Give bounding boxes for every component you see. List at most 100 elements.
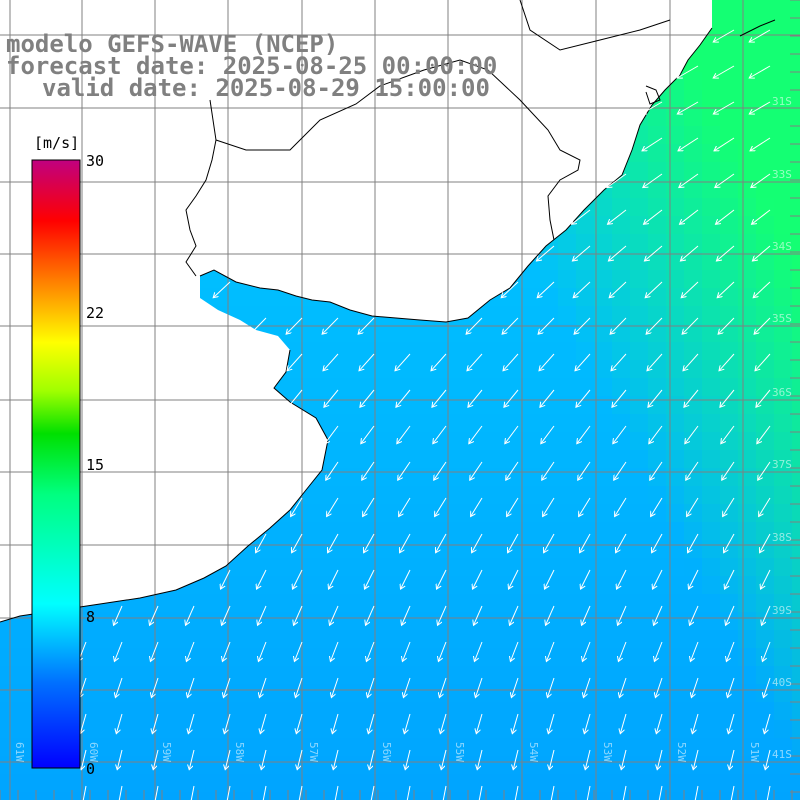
field-cell — [432, 396, 450, 414]
wind-arrow — [648, 389, 663, 407]
field-cell — [720, 378, 738, 396]
colorbar-tick-22: 22 — [86, 304, 104, 322]
field-cell — [792, 468, 800, 486]
wind-arrow — [365, 569, 375, 589]
field-cell — [792, 0, 800, 18]
field-cell — [576, 666, 594, 684]
wind-arrow — [654, 605, 663, 625]
lon-label: 56W — [380, 742, 393, 762]
field-cell — [288, 702, 306, 720]
field-cell — [738, 774, 756, 792]
field-cell — [504, 522, 522, 540]
field-cell — [576, 252, 594, 270]
wind-arrow — [607, 173, 627, 188]
field-cell — [720, 414, 738, 432]
field-cell — [270, 648, 288, 666]
wind-arrow — [331, 677, 339, 698]
field-cell — [486, 378, 504, 396]
field-cell — [594, 522, 612, 540]
field-cell — [342, 414, 360, 432]
field-cell — [540, 450, 558, 468]
field-cell — [342, 432, 360, 450]
field-cell — [738, 162, 756, 180]
field-cell — [396, 594, 414, 612]
field-cell — [270, 756, 288, 774]
field-cell — [630, 738, 648, 756]
field-cell — [36, 792, 54, 800]
field-cell — [414, 774, 432, 792]
field-cell — [558, 270, 576, 288]
field-cell — [648, 702, 666, 720]
field-cell — [414, 396, 432, 414]
field-cell — [504, 306, 522, 324]
wind-arrow — [683, 353, 699, 371]
field-cell — [576, 774, 594, 792]
field-cell — [324, 756, 342, 774]
field-cell — [486, 540, 504, 558]
field-cell — [720, 648, 738, 666]
field-cell — [666, 396, 684, 414]
wind-arrow — [539, 353, 555, 371]
field-cell — [306, 324, 324, 342]
field-cell — [288, 342, 306, 360]
field-cell — [126, 612, 144, 630]
wind-arrow — [431, 353, 447, 371]
field-cell — [486, 468, 504, 486]
field-cell — [540, 432, 558, 450]
field-cell — [324, 414, 342, 432]
field-cell — [324, 468, 342, 486]
field-cell — [288, 666, 306, 684]
wind-arrow — [510, 605, 519, 625]
wind-arrow — [755, 353, 771, 371]
wind-arrow — [761, 569, 771, 589]
wind-arrow — [609, 281, 627, 298]
field-cell — [504, 756, 522, 774]
field-cell — [558, 576, 576, 594]
field-cell — [666, 774, 684, 792]
field-cell — [630, 216, 648, 234]
field-cell — [198, 576, 216, 594]
wind-arrow — [656, 713, 663, 734]
field-cell — [756, 648, 774, 666]
field-cell — [720, 738, 738, 756]
wind-arrow — [649, 425, 663, 444]
wind-arrow — [652, 533, 663, 553]
field-cell — [180, 594, 198, 612]
field-cell — [216, 666, 234, 684]
field-cell — [774, 702, 792, 720]
field-cell — [558, 540, 576, 558]
field-cell — [594, 270, 612, 288]
field-cell — [774, 630, 792, 648]
field-cell — [342, 324, 360, 342]
field-cell — [702, 216, 720, 234]
field-cell — [468, 504, 486, 522]
wind-arrow — [441, 749, 447, 770]
field-cell — [306, 558, 324, 576]
wind-arrow — [358, 317, 375, 334]
field-cell — [126, 756, 144, 774]
field-cell — [594, 504, 612, 522]
field-cell — [414, 522, 432, 540]
field-cell — [666, 252, 684, 270]
field-cell — [720, 180, 738, 198]
field-cell — [378, 432, 396, 450]
field-cell — [522, 792, 540, 800]
wind-arrow — [466, 317, 483, 334]
wind-arrow — [330, 605, 339, 625]
field-cell — [720, 756, 738, 774]
field-cell — [738, 108, 756, 126]
field-cell — [396, 792, 414, 800]
field-cell — [738, 486, 756, 504]
wind-arrow — [475, 677, 483, 698]
field-cell — [504, 486, 522, 504]
field-cell — [594, 702, 612, 720]
field-cell — [558, 468, 576, 486]
field-cell — [648, 360, 666, 378]
wind-arrow — [404, 713, 411, 734]
field-cell — [684, 594, 702, 612]
field-cell — [378, 414, 396, 432]
field-cell — [612, 504, 630, 522]
colorbar-tick-8: 8 — [86, 608, 95, 626]
field-cell — [522, 306, 540, 324]
